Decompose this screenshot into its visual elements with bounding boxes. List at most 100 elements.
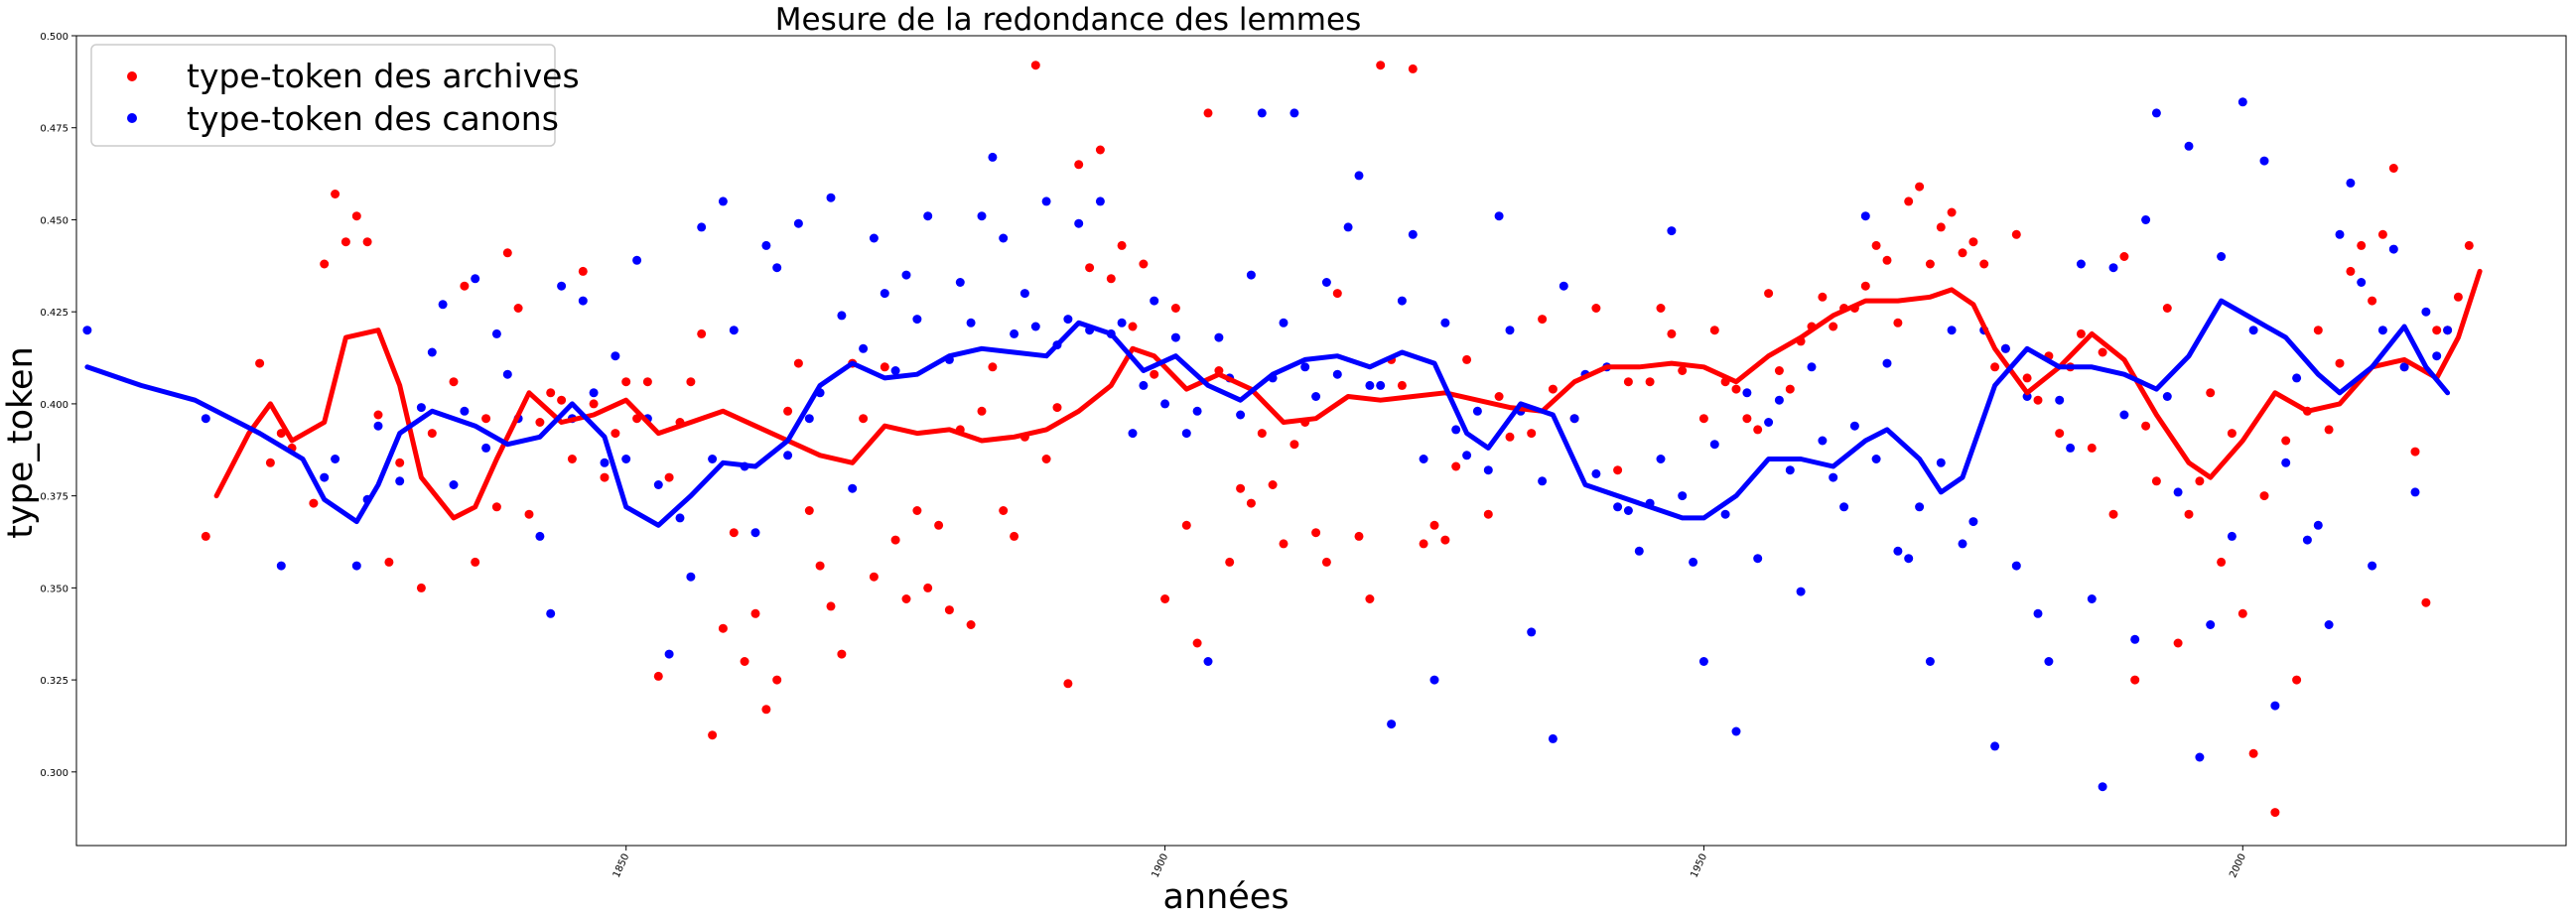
archives-point [869,572,879,582]
canons-point [331,455,340,463]
archives-point [2217,557,2227,567]
archives-point [1311,528,1321,538]
archives-point [2368,296,2377,306]
archives-point [2173,638,2183,648]
canons-point [977,211,987,221]
canons-point [1678,491,1688,501]
archives-point [1613,465,1623,475]
archives-point [783,406,793,416]
archives-point [2248,748,2258,758]
canons-point [1289,108,1299,118]
canons-point [2108,263,2118,273]
archives-point [1936,222,1946,232]
archives-point [1494,392,1504,401]
canons-point [1613,502,1623,512]
canons-point [859,343,869,353]
canons-point [2162,392,2172,401]
archives-point [557,395,567,405]
archives-point [772,675,782,685]
canons-point [1203,657,1213,666]
archives-point [761,705,771,715]
canons-point [1095,197,1105,206]
canons-point [675,513,685,523]
canons-point [1365,380,1375,390]
archives-point [642,377,652,387]
chart-title: Mesure de la redondance des lemmes [775,2,1361,38]
archives-point [2237,608,2247,618]
canons-point [1451,425,1461,435]
archives-point [2388,164,2398,173]
canons-point [1904,554,1914,564]
canons-point [1117,318,1127,328]
canons-point [1796,587,1806,596]
canons-point [1214,332,1224,342]
archives-point [384,557,394,567]
archives-point [2108,509,2118,519]
canons-point [2184,141,2194,151]
canons-point [1634,546,1644,556]
canons-point [2313,520,2323,530]
archives-point [416,583,426,592]
canons-point [1860,211,1870,221]
canons-point [1408,229,1418,239]
archives-point [1225,557,1235,567]
archives-point [373,410,383,420]
canons-point [1397,296,1407,306]
canons-point [82,326,92,335]
canons-point [1990,741,2000,751]
canons-point [632,255,642,265]
canons-point [535,531,545,541]
canons-point [1246,270,1256,280]
canons-point [999,233,1009,243]
archives-point [2377,229,2387,239]
canons-point [2259,156,2269,166]
y-axis-label: type_token [1,346,41,539]
points-layer [82,61,2474,818]
archives-point [427,429,437,439]
canons-point [1160,399,1170,409]
archives-point [1139,259,1149,269]
archives-point [2195,476,2205,486]
canons-point [1030,322,1040,331]
canons-point [1494,211,1504,221]
canons-point [1236,410,1246,420]
archives-point [2432,326,2442,335]
archives-point [2453,292,2463,302]
canons-point [761,240,771,250]
archives-point [1990,362,2000,372]
canons-point [2066,443,2076,453]
archives-point [2011,229,2021,239]
archives-point [2119,252,2129,261]
canons-point [2173,487,2183,497]
canons-point [1170,332,1180,342]
canons-point [2368,561,2377,571]
canons-point [1128,429,1138,439]
archives-point [1321,557,1331,567]
archives-point [600,472,610,482]
canons-point [793,218,803,228]
canons-point [2281,458,2291,467]
archives-point [880,362,889,372]
archives-point [697,328,707,338]
canons-point [557,281,567,291]
canons-point [1538,476,1548,486]
canons-point [1505,326,1515,335]
archives-point [912,506,922,515]
canons-point [416,403,426,413]
canons-point [912,315,922,325]
archives-point [1829,322,1838,331]
archives-point [1871,240,1881,250]
archives-point [977,406,987,416]
canons-point [1849,421,1859,431]
archives-point [395,458,405,467]
canons-point [2195,752,2205,762]
archives-point [890,535,900,545]
archives-point [1041,455,1051,463]
canons-point [427,347,437,357]
legend[interactable]: type-token des archives type-token des c… [90,44,580,147]
archives-point [1268,480,1278,489]
archives-point [653,671,663,681]
canons-point [1785,465,1795,475]
canons-point [2206,620,2216,629]
